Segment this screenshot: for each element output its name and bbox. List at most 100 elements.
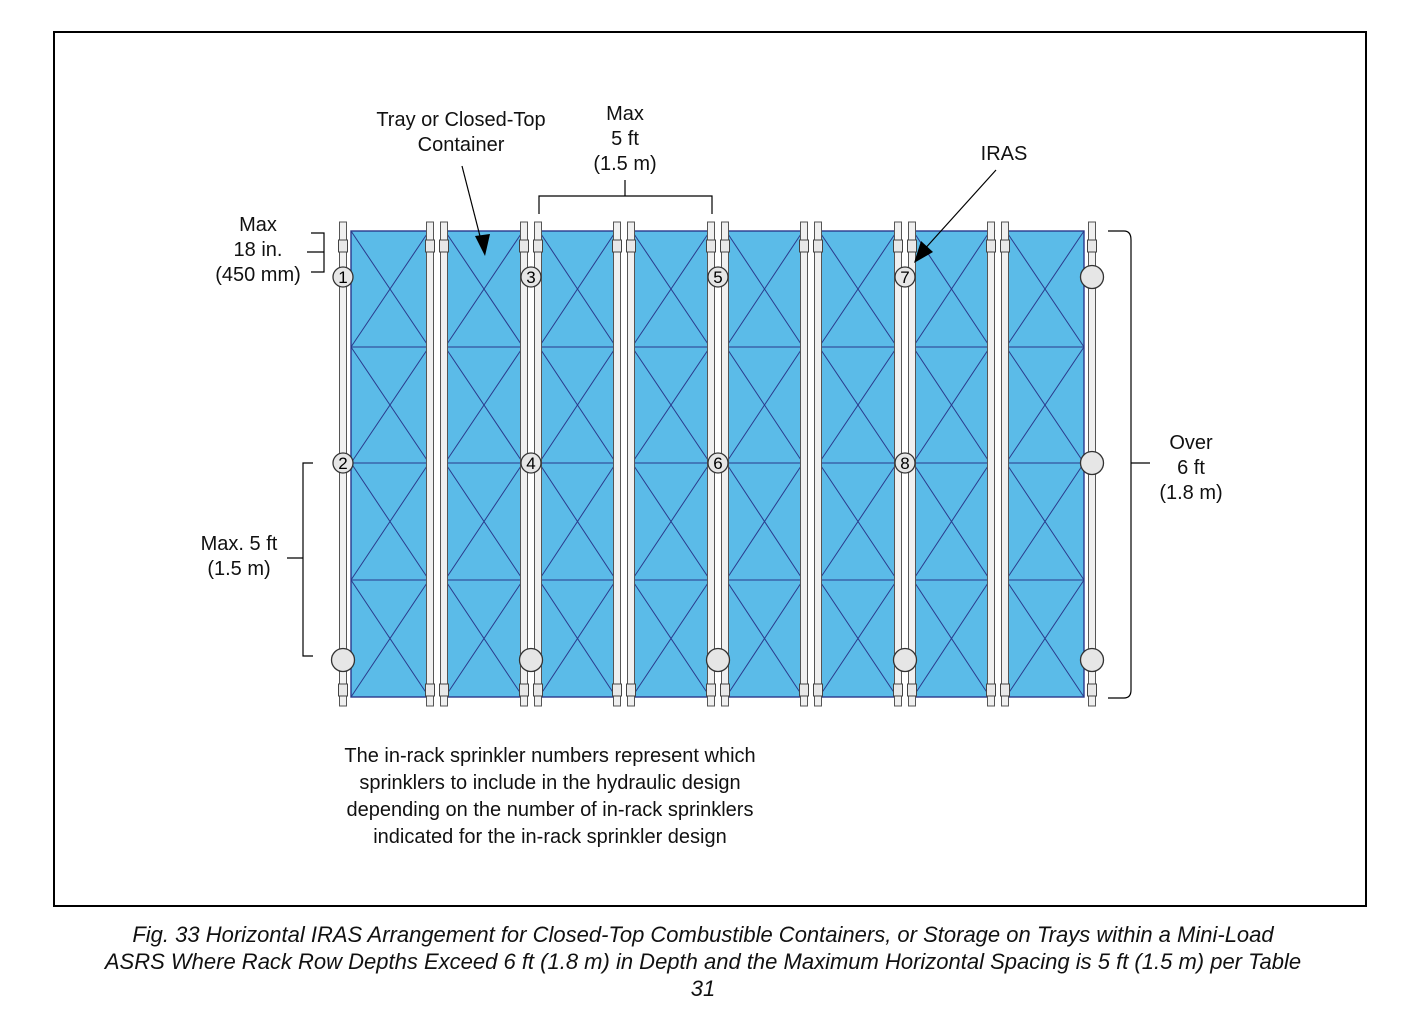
container-cross bbox=[1005, 579, 1085, 698]
over-6ft-line-2: 6 ft bbox=[1177, 457, 1205, 479]
upright-clip bbox=[425, 239, 435, 253]
tray-arrow-head bbox=[475, 234, 490, 256]
max-18in-line-1: Max bbox=[239, 214, 277, 236]
sprinkler-5: 5 bbox=[707, 266, 729, 288]
container-cross bbox=[538, 230, 617, 348]
upright-post bbox=[627, 221, 635, 707]
container-column-7 bbox=[912, 230, 991, 698]
sprinkler-head bbox=[520, 452, 542, 474]
sprinkler-1: 1 bbox=[332, 266, 354, 288]
upright-clip bbox=[720, 683, 730, 697]
sprinkler-head bbox=[1079, 647, 1105, 673]
container-bay bbox=[538, 230, 617, 698]
container-cross bbox=[912, 462, 991, 581]
upright-clip bbox=[907, 683, 917, 697]
upright-clip bbox=[439, 683, 449, 697]
sprinkler-head bbox=[330, 647, 356, 673]
sprinkler-note: The in-rack sprinkler numbers represent … bbox=[300, 743, 800, 851]
upright-post bbox=[1001, 221, 1009, 707]
max-18in-line-2: 18 in. bbox=[233, 239, 283, 261]
upright-clip bbox=[626, 683, 636, 697]
max-5ft-bracket bbox=[538, 180, 713, 214]
tray-label-line-2: Container bbox=[417, 134, 505, 156]
sprinkler-number: 7 bbox=[900, 268, 909, 287]
container-bay bbox=[818, 230, 898, 698]
upright-clip bbox=[720, 239, 730, 253]
container-cross bbox=[444, 230, 524, 348]
sprinkler-head bbox=[707, 266, 729, 288]
upright-clip bbox=[533, 239, 543, 253]
max-5ft-side-line-2: (1.5 m) bbox=[207, 558, 271, 580]
upright-clip bbox=[425, 683, 435, 697]
sprinkler-bottom-0 bbox=[330, 647, 356, 673]
max-18in-line-3: (450 mm) bbox=[215, 264, 301, 286]
container-cross bbox=[350, 579, 430, 698]
upright-clip bbox=[439, 239, 449, 253]
dimension-lines bbox=[287, 165, 1150, 699]
container-bay bbox=[912, 230, 991, 698]
upright-post bbox=[800, 221, 808, 707]
container-cross bbox=[1005, 346, 1085, 464]
container-cross bbox=[725, 346, 804, 464]
upright-clip bbox=[907, 239, 917, 253]
upright-clip bbox=[626, 239, 636, 253]
sprinkler-6: 6 bbox=[707, 452, 729, 474]
sprinkler-8: 8 bbox=[894, 452, 916, 474]
rack-upright-8 bbox=[986, 221, 1010, 707]
iras-arrow-head bbox=[914, 241, 933, 263]
sprinkler-head bbox=[894, 452, 916, 474]
container-bay bbox=[725, 230, 804, 698]
sprinkler-head bbox=[894, 266, 916, 288]
sprinkler-head bbox=[892, 647, 918, 673]
sprinkler-top-8 bbox=[1079, 264, 1105, 290]
upright-clip bbox=[1087, 239, 1097, 253]
container-cross bbox=[350, 462, 430, 581]
sprinkler-head bbox=[707, 452, 729, 474]
upright-clip bbox=[1000, 683, 1010, 697]
container-bay bbox=[444, 230, 524, 698]
max-top-label: Max 5 ft (1.5 m) bbox=[575, 102, 675, 177]
container-cross bbox=[1005, 462, 1085, 581]
upright-clip bbox=[986, 683, 996, 697]
tray-arrow-line bbox=[461, 165, 483, 245]
sprinkler-head bbox=[705, 647, 731, 673]
container-column-5 bbox=[725, 230, 804, 698]
rack-upright-6 bbox=[799, 221, 823, 707]
upright-clip bbox=[706, 683, 716, 697]
upright-post bbox=[987, 221, 995, 707]
figure-frame bbox=[53, 31, 1367, 907]
sprinkler-number: 5 bbox=[713, 268, 722, 287]
container-cross bbox=[912, 230, 991, 348]
upright-clip bbox=[519, 683, 529, 697]
rack-containers bbox=[350, 230, 1085, 698]
container-cross bbox=[818, 230, 898, 348]
sprinkler-7: 7 bbox=[894, 266, 916, 288]
container-column-6 bbox=[818, 230, 898, 698]
max-5ft-side-label: Max. 5 ft (1.5 m) bbox=[186, 532, 292, 582]
max-top-line-1: Max bbox=[606, 103, 644, 125]
container-column-3 bbox=[538, 230, 617, 698]
max-top-line-3: (1.5 m) bbox=[593, 153, 657, 175]
upright-clip bbox=[612, 683, 622, 697]
sprinkler-bottom-6 bbox=[892, 647, 918, 673]
sprinkler-number: 8 bbox=[900, 454, 909, 473]
container-cross bbox=[725, 230, 804, 348]
upright-clip bbox=[893, 683, 903, 697]
container-cross bbox=[444, 462, 524, 581]
upright-clip bbox=[1087, 683, 1097, 697]
upright-clip bbox=[799, 683, 809, 697]
max-5ft-side-bracket bbox=[287, 462, 313, 657]
container-cross bbox=[538, 346, 617, 464]
container-cross bbox=[444, 346, 524, 464]
upright-clip bbox=[612, 239, 622, 253]
upright-clip bbox=[533, 683, 543, 697]
sprinkler-2: 2 bbox=[332, 452, 354, 474]
note-line-2: sprinklers to include in the hydraulic d… bbox=[359, 772, 741, 794]
container-cross bbox=[350, 346, 430, 464]
upright-post bbox=[426, 221, 434, 707]
sprinkler-number: 4 bbox=[526, 454, 535, 473]
sprinkler-head bbox=[332, 452, 354, 474]
container-cross bbox=[631, 346, 711, 464]
sprinkler-number: 1 bbox=[338, 268, 347, 287]
upright-clip bbox=[706, 239, 716, 253]
